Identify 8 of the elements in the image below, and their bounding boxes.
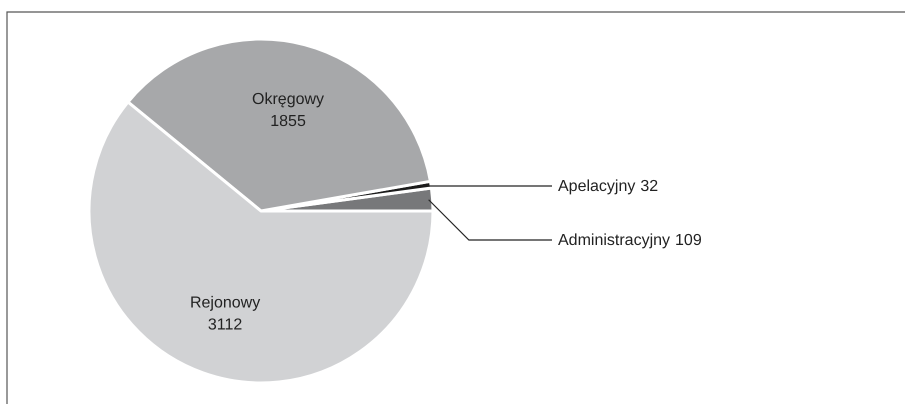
data-label: 3112 <box>208 316 242 334</box>
slice-label: Rejonowy <box>190 294 260 312</box>
data-label: 32 <box>640 178 658 195</box>
data-label: 109 <box>675 232 702 249</box>
slice-label: Okręgowy <box>252 90 324 108</box>
slice-label: Administracyjny <box>558 232 670 249</box>
slice-label: Apelacyjny <box>558 178 636 195</box>
data-label: 1855 <box>270 112 306 130</box>
